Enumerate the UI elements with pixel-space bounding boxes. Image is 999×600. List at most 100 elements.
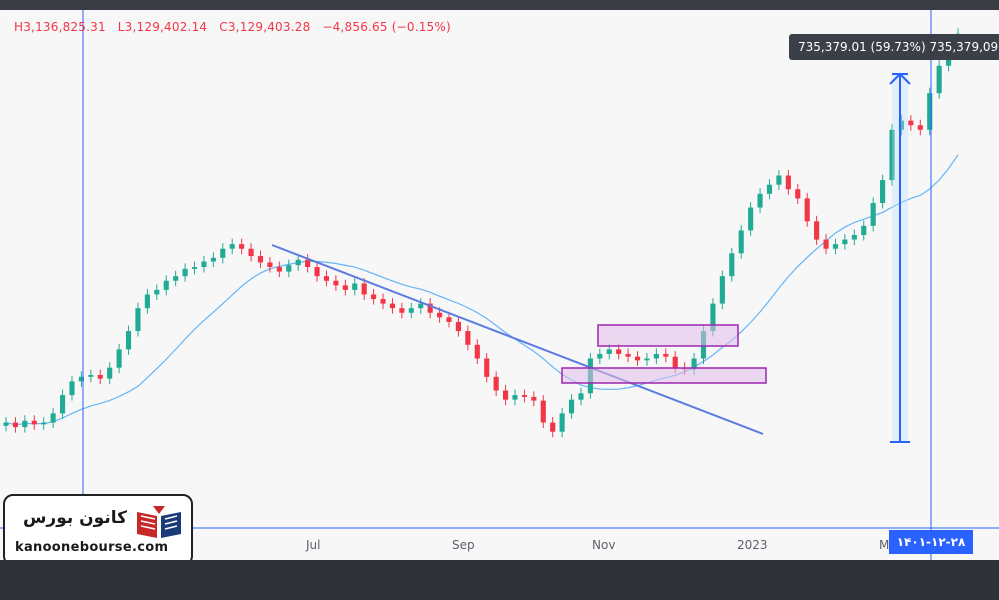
- legend-change: −4,856.65 (−0.15%): [322, 20, 451, 34]
- candle-body: [144, 294, 150, 309]
- candle-body: [437, 312, 443, 318]
- candle-body: [795, 189, 801, 199]
- candle-body: [371, 294, 377, 300]
- candle-body: [446, 317, 452, 322]
- candle-body: [757, 193, 763, 208]
- candle-body: [163, 280, 169, 290]
- candle-body: [936, 65, 942, 94]
- candle-body: [823, 239, 829, 249]
- candle-body: [286, 265, 292, 272]
- candle-body: [578, 393, 584, 400]
- resistance-zone: [597, 324, 739, 347]
- candle-body: [842, 239, 848, 245]
- ohlc-legend: H3,136,825.31 L3,129,402.14 C3,129,403.2…: [14, 20, 459, 34]
- candle-body: [606, 349, 612, 354]
- candle-body: [229, 244, 235, 249]
- candle-body: [342, 285, 348, 290]
- candle-body: [59, 395, 66, 414]
- x-tick-label: Jul: [306, 538, 321, 552]
- candle-body: [352, 283, 358, 290]
- legend-low: L3,129,402.14: [117, 20, 208, 34]
- candle-body: [550, 422, 556, 432]
- x-tick-label: Sep: [452, 538, 475, 552]
- legend-close: C3,129,403.28: [219, 20, 311, 34]
- candle-body: [625, 353, 631, 357]
- x-tick-label-partial: M: [879, 538, 890, 552]
- candle-body: [12, 422, 18, 428]
- candle-body: [663, 353, 669, 357]
- candle-body: [484, 358, 490, 377]
- candle-body: [257, 256, 264, 263]
- book-logo-icon: [137, 506, 181, 538]
- candle-body: [125, 331, 132, 350]
- candle-body: [851, 235, 857, 240]
- price-chart[interactable]: [0, 0, 999, 560]
- logo-persian-text: کانون بورس: [22, 508, 127, 528]
- candle-body: [597, 353, 603, 359]
- candle-body: [927, 93, 933, 130]
- bottom-toolbar-strip: [0, 560, 999, 600]
- candle-body: [305, 259, 311, 268]
- candle-body: [634, 356, 641, 361]
- candle-body: [418, 303, 424, 309]
- candle-body: [333, 280, 339, 286]
- crosshair-date-badge: ۱۴۰۱-۱۲-۲۸: [889, 530, 973, 554]
- candle-body: [88, 374, 94, 377]
- candle-body: [502, 390, 509, 400]
- candle-body: [710, 303, 716, 332]
- x-tick-label: Nov: [592, 538, 616, 552]
- candle-body: [191, 267, 198, 269]
- logo-card[interactable]: کانون بورس kanoonebourse.com: [3, 494, 193, 566]
- candle-body: [135, 308, 141, 332]
- candle-body: [568, 399, 575, 414]
- candle-body: [276, 267, 282, 272]
- candle-body: [399, 308, 405, 313]
- candle-body: [766, 184, 773, 194]
- candle-body: [22, 420, 28, 428]
- candle-body: [427, 303, 433, 313]
- candle-body: [898, 120, 905, 130]
- candle-body: [267, 262, 273, 268]
- chart-background: [0, 10, 999, 560]
- candle-body: [512, 395, 518, 400]
- top-toolbar-strip: [0, 0, 999, 10]
- candle-body: [832, 244, 839, 249]
- support-zone: [561, 367, 767, 384]
- candle-body: [107, 367, 113, 379]
- candle-body: [380, 299, 386, 304]
- candle-body: [719, 276, 725, 304]
- candle-body: [154, 289, 160, 295]
- candle-body: [465, 331, 471, 345]
- candle-body: [917, 125, 923, 130]
- candle-body: [248, 248, 254, 257]
- candle-body: [785, 175, 791, 190]
- candle-body: [908, 120, 914, 126]
- candle-body: [408, 308, 414, 313]
- candle-body: [814, 221, 820, 240]
- candle-body: [69, 381, 75, 396]
- x-tick-label: 2023: [737, 538, 768, 552]
- candle-body: [323, 276, 330, 281]
- candle-body: [729, 253, 735, 277]
- candle-body: [50, 413, 56, 423]
- candle-body: [861, 225, 867, 235]
- candle-body: [182, 268, 188, 277]
- candle-body: [691, 358, 697, 370]
- logo-english-text: kanoonebourse.com: [15, 540, 169, 555]
- candle-body: [41, 422, 47, 425]
- candle-body: [889, 129, 895, 181]
- candle-body: [738, 230, 744, 254]
- legend-high: H3,136,825.31: [14, 20, 106, 34]
- candle-body: [201, 261, 207, 268]
- candle-body: [210, 257, 216, 262]
- candle-body: [361, 283, 367, 295]
- candle-body: [220, 248, 226, 258]
- candle-body: [521, 395, 527, 397]
- candle-body: [493, 376, 499, 391]
- candle-body: [31, 420, 37, 425]
- candle-body: [804, 198, 810, 222]
- candle-body: [540, 400, 546, 423]
- candle-body: [776, 175, 782, 185]
- candle-body: [97, 374, 103, 379]
